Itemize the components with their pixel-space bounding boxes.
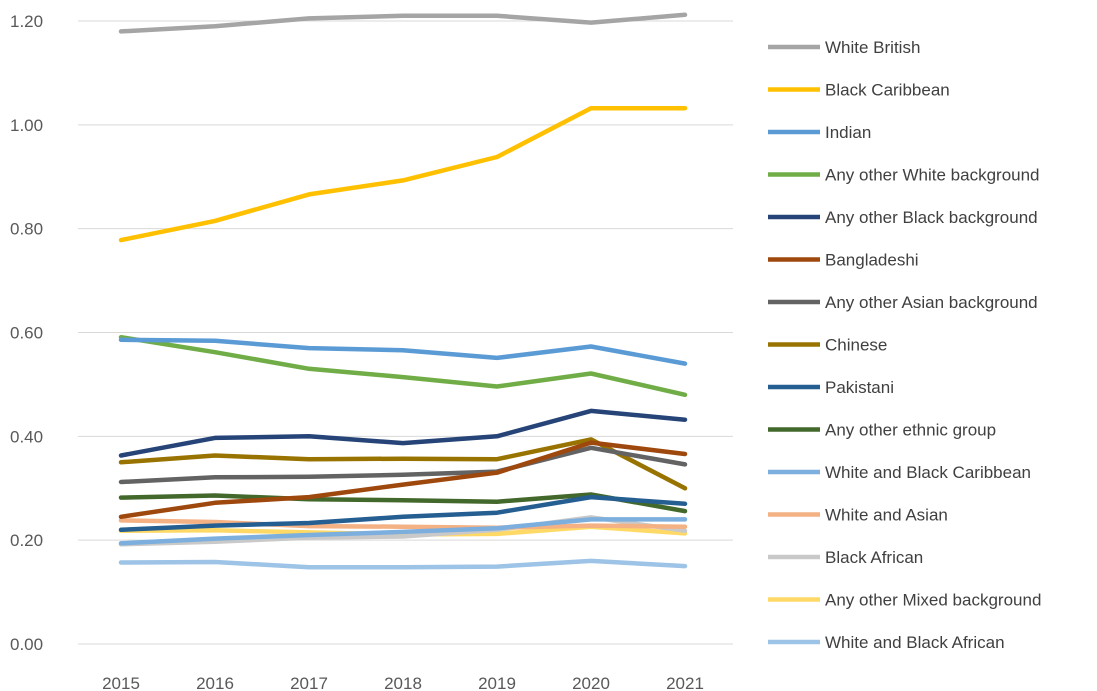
legend-label: Chinese (825, 336, 887, 355)
legend-label: Any other Asian background (825, 293, 1038, 312)
series-line-pakistani (118, 494, 688, 533)
legend-label: Any other Mixed background (825, 591, 1041, 610)
legend: White British Black Caribbean Indian Any ot… (768, 38, 1041, 652)
series-line-any-other-ethnic-group (118, 492, 688, 514)
series-line-black-caribbean (118, 105, 688, 243)
series-line-white-and-asian (118, 518, 688, 530)
series-line-white-british (118, 12, 688, 34)
series-line-indian (118, 337, 688, 366)
legend-label: Pakistani (825, 378, 894, 397)
legend-label: Bangladeshi (825, 251, 919, 270)
series-line-any-other-black-background (118, 408, 688, 458)
legend-label: White and Black Caribbean (825, 463, 1031, 482)
legend-label: White and Asian (825, 506, 948, 525)
y-axis: 0.00 0.20 0.40 0.60 0.80 1.00 1.20 (10, 12, 43, 654)
series-line-chinese (118, 437, 688, 491)
x-tick-label: 2016 (196, 674, 234, 691)
legend-label: Black African (825, 548, 923, 567)
series-line-white-and-black-caribbean (118, 517, 688, 546)
x-tick-label: 2021 (666, 674, 704, 691)
y-tick-label: 0.00 (10, 635, 43, 654)
x-tick-label: 2018 (384, 674, 422, 691)
series-line-any-other-white-background (118, 334, 688, 398)
legend-label: White British (825, 38, 920, 57)
x-axis: 2015 2016 2017 2018 2019 2020 2021 (102, 674, 704, 691)
legend-label: Any other ethnic group (825, 421, 996, 440)
x-tick-label: 2020 (572, 674, 610, 691)
series-lines (118, 12, 688, 570)
legend-label: Any other White background (825, 166, 1040, 185)
legend-label: Black Caribbean (825, 81, 950, 100)
series-line-bangladeshi (118, 440, 688, 520)
x-tick-label: 2019 (478, 674, 516, 691)
x-tick-label: 2017 (290, 674, 328, 691)
y-tick-label: 0.20 (10, 531, 43, 550)
y-tick-label: 0.80 (10, 220, 43, 239)
legend-label: Any other Black background (825, 208, 1038, 227)
gridlines (78, 20, 733, 645)
x-tick-label: 2015 (102, 674, 140, 691)
y-tick-label: 1.20 (10, 12, 43, 31)
legend-label: White and Black African (825, 633, 1005, 652)
series-line-white-and-black-african (118, 558, 688, 570)
legend-label: Indian (825, 123, 871, 142)
y-tick-label: 1.00 (10, 116, 43, 135)
y-tick-label: 0.60 (10, 324, 43, 343)
series-line-any-other-asian-background (118, 445, 688, 485)
y-tick-label: 0.40 (10, 427, 43, 446)
